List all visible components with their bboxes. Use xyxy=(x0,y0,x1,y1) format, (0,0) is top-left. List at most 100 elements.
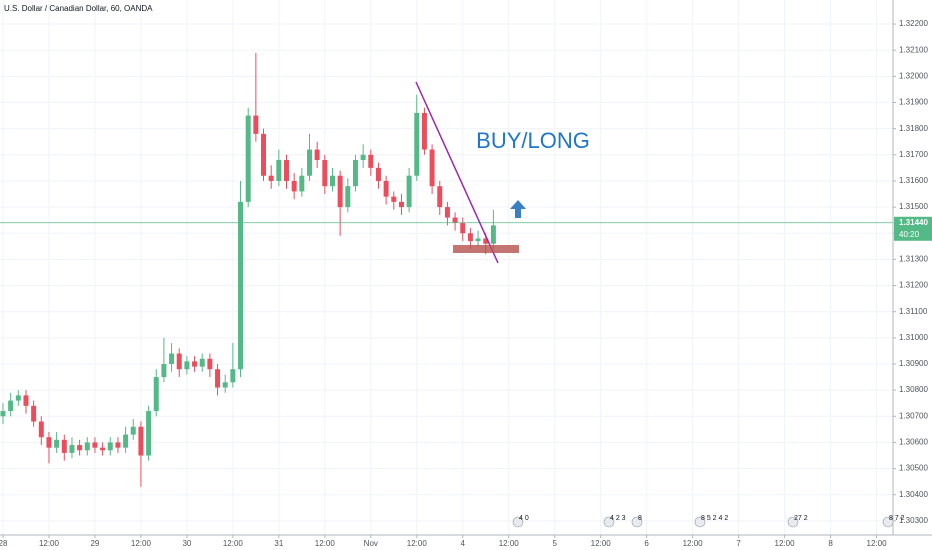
trend-line xyxy=(415,81,499,264)
candle-body xyxy=(138,426,144,456)
candle-body xyxy=(15,395,21,401)
event-label: 4 2 3 xyxy=(610,515,626,522)
candle-body xyxy=(452,217,458,223)
candle-body xyxy=(77,445,83,451)
candle-body xyxy=(391,196,397,202)
candle-body xyxy=(360,154,366,161)
x-tick-label: 30 xyxy=(182,539,191,548)
event-flag xyxy=(512,516,524,528)
y-tick-label: 1.31500 xyxy=(899,202,928,211)
candle-body xyxy=(368,154,374,168)
candle-body xyxy=(268,175,274,181)
x-tick-label: 4 xyxy=(461,539,466,548)
candle-body xyxy=(238,201,244,370)
candle-body xyxy=(146,411,152,456)
last-price-box xyxy=(894,216,932,241)
candle-body xyxy=(253,115,259,134)
candle-body xyxy=(130,426,136,435)
y-tick-label: 1.30400 xyxy=(899,490,928,499)
candle-body xyxy=(0,411,6,417)
candle-body xyxy=(406,175,412,208)
y-tick-label: 1.30800 xyxy=(899,385,928,394)
candle-body xyxy=(329,175,335,187)
x-tick-label: 12:00 xyxy=(683,539,704,548)
candle-body xyxy=(176,353,182,370)
candle-body xyxy=(414,112,420,176)
candle-body xyxy=(8,400,14,412)
x-tick-label: 12:00 xyxy=(223,539,244,548)
candle-body xyxy=(115,442,121,448)
candle-body xyxy=(307,149,312,176)
candle-body xyxy=(222,382,228,388)
candle-body xyxy=(429,149,435,187)
axes: 1.30300 1.30400 1.30500 1.30600 1.30700 1.308… xyxy=(0,19,932,548)
y-tick-label: 1.30700 xyxy=(899,411,928,420)
candle-body xyxy=(192,361,198,367)
y-tick-label: 1.30300 xyxy=(899,516,928,525)
event-label: 4 0 xyxy=(519,515,529,522)
event-flag xyxy=(631,516,643,528)
candle-body xyxy=(261,133,267,176)
event-label: 8 5 2 4 2 xyxy=(701,515,728,522)
y-tick-label: 1.31200 xyxy=(899,281,928,290)
candle-body xyxy=(444,207,450,218)
event-flag xyxy=(694,516,706,528)
candle-body xyxy=(337,175,343,208)
candle-body xyxy=(245,115,251,202)
candle-body xyxy=(207,358,213,370)
x-tick-label: 12:00 xyxy=(407,539,428,548)
candle-body xyxy=(276,160,282,181)
candle-body xyxy=(299,175,305,192)
y-tick-label: 1.32200 xyxy=(899,19,928,28)
y-tick-label: 1.31900 xyxy=(899,98,928,107)
x-tick-label: 12:00 xyxy=(499,539,520,548)
candle-body xyxy=(84,442,90,451)
candle-body xyxy=(291,180,297,192)
candle-body xyxy=(352,160,358,187)
x-tick-label: 5 xyxy=(552,539,557,548)
y-tick-label: 1.31000 xyxy=(899,333,928,342)
candle-body xyxy=(54,439,60,448)
candle-body xyxy=(437,186,443,208)
y-tick-label: 1.31700 xyxy=(899,150,928,159)
candle-body xyxy=(215,369,221,388)
candle-body xyxy=(153,377,159,412)
x-tick-label: 12:00 xyxy=(131,539,152,548)
candle-body xyxy=(467,233,473,242)
candle-body xyxy=(375,167,381,181)
candle-body xyxy=(69,445,75,453)
y-tick-label: 1.31100 xyxy=(899,307,928,316)
x-tick-label: 28 xyxy=(0,539,8,548)
y-tick-label: 1.30900 xyxy=(899,359,928,368)
candle-body xyxy=(475,238,481,242)
candle-body xyxy=(38,421,44,438)
x-tick-label: 12:00 xyxy=(591,539,612,548)
candle-body xyxy=(345,186,351,208)
y-tick-label: 1.31800 xyxy=(899,124,928,133)
x-tick-label: 12:00 xyxy=(315,539,336,548)
x-tick-label: 8 xyxy=(828,539,833,548)
x-tick-label: 31 xyxy=(274,539,283,548)
event-flag xyxy=(787,516,799,528)
candle-body xyxy=(284,160,289,181)
plot-area xyxy=(0,52,893,487)
y-tick-label: 1.31600 xyxy=(899,176,928,185)
x-tick-label: 7 xyxy=(736,539,741,548)
annotation-text: BUY/LONG xyxy=(476,128,590,153)
candle-body xyxy=(383,180,389,197)
candle-body xyxy=(92,442,98,448)
event-label: 27 2 xyxy=(794,515,808,522)
candle-body xyxy=(460,222,466,234)
candle-body xyxy=(483,238,489,244)
x-tick-label: 12:00 xyxy=(867,539,888,548)
event-label: 8 xyxy=(638,515,642,522)
countdown: 40:20 xyxy=(899,230,920,239)
support-zone xyxy=(453,245,519,253)
candle-body xyxy=(100,447,106,451)
candle-body xyxy=(31,405,37,422)
y-tick-label: 1.30500 xyxy=(899,464,928,473)
candle-body xyxy=(421,112,427,150)
